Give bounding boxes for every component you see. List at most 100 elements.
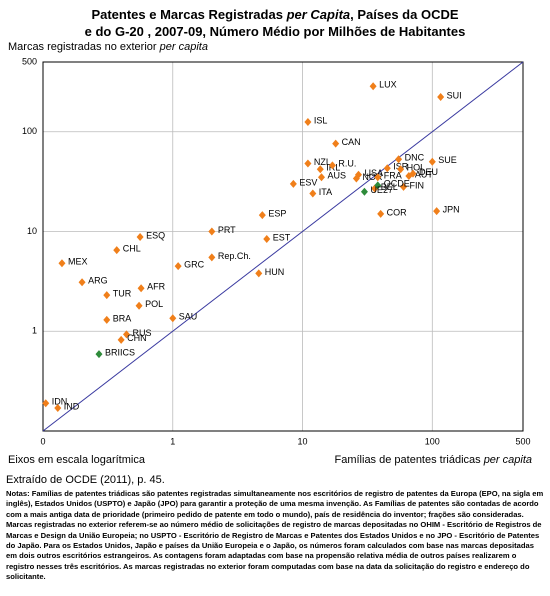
point-label: CHN <box>127 333 147 343</box>
x-tick-label: 10 <box>298 436 308 446</box>
point-label: SUI <box>447 90 462 100</box>
reference-line <box>42 61 524 432</box>
point-label: ISL <box>314 115 328 125</box>
point-label: DEU <box>419 167 438 177</box>
point <box>122 330 130 339</box>
point-label: ARG <box>88 276 108 286</box>
point <box>395 155 403 164</box>
point <box>304 159 312 168</box>
point-label: RUS <box>132 328 151 338</box>
label-text: Famílias de patentes triádicas <box>334 454 484 466</box>
point-label: IND <box>64 401 80 411</box>
point-label: EST <box>273 232 291 242</box>
y-axis-label: Marcas registradas no exterior per capit… <box>8 41 208 53</box>
point <box>433 207 441 216</box>
point-label: NOR <box>362 172 383 182</box>
chart-title: Patentes e Marcas Registradas per Capita… <box>0 6 550 40</box>
point-label: NZL <box>314 157 331 167</box>
point <box>136 233 144 242</box>
point <box>383 164 391 173</box>
point <box>42 399 50 408</box>
point <box>437 92 445 101</box>
label-text: per capita <box>483 454 532 466</box>
point-label: DNC <box>405 153 425 163</box>
point <box>169 314 177 323</box>
point <box>103 315 111 324</box>
point-label: LUX <box>379 80 397 90</box>
title-text: per Capita <box>286 7 351 22</box>
point-label: AUT <box>415 169 434 179</box>
point-label: IDN <box>52 397 68 407</box>
point-label: GRC <box>184 259 205 269</box>
point-label: TUR <box>113 289 132 299</box>
point-label: SAU <box>179 312 198 322</box>
point-label: CAN <box>342 137 361 147</box>
point <box>405 171 413 180</box>
point-label: ESQ <box>146 230 165 240</box>
point-label: ITA <box>319 187 332 197</box>
point <box>304 118 312 127</box>
point-label: ESV <box>299 177 317 187</box>
point-label: OCDE <box>384 179 410 189</box>
point-label: JPN <box>443 204 460 214</box>
point <box>263 235 271 244</box>
point-label: CHL <box>123 244 141 254</box>
title-text: Patentes e Marcas Registradas <box>91 7 287 22</box>
point-label: ESP <box>268 208 286 218</box>
point <box>135 301 143 310</box>
point <box>332 139 340 148</box>
point <box>289 179 297 188</box>
point-label: POL <box>145 299 163 309</box>
y-tick-label: 1 <box>32 326 37 336</box>
point-label: USA <box>365 168 384 178</box>
x-tick-label: 100 <box>425 436 440 446</box>
point <box>309 189 317 198</box>
point-label: HOL <box>407 163 426 173</box>
chart: 0110100500110100500LUXSUIISLCANIRLNZLR.U… <box>22 56 531 446</box>
point <box>137 284 145 293</box>
x-tick-label: 1 <box>170 436 175 446</box>
point <box>117 335 125 344</box>
point-label: BRA <box>113 313 132 323</box>
point-label: AFR <box>147 282 166 292</box>
point <box>113 246 121 255</box>
point <box>352 174 360 183</box>
title-text: , Países da OCDE <box>350 7 459 22</box>
point-label: PRT <box>218 225 236 235</box>
point-label: FIN <box>410 180 425 190</box>
point <box>397 165 405 174</box>
label-text: Marcas registradas no exterior <box>8 41 160 53</box>
point <box>400 182 408 191</box>
point <box>54 404 62 413</box>
point-label: R.U. <box>338 159 356 169</box>
point <box>317 173 325 182</box>
source: Extraído de OCDE (2011), p. 45. <box>6 474 165 486</box>
axis-note: Eixos em escala logarítmica <box>8 454 145 466</box>
plot-frame <box>42 61 524 432</box>
point <box>374 181 382 190</box>
x-tick-label: 500 <box>515 436 530 446</box>
point <box>374 173 382 182</box>
y-tick-label: 500 <box>22 56 37 66</box>
x-axis-label: Famílias de patentes triádicas per capit… <box>335 454 533 466</box>
title-text: e do G-20 , 2007-09, Número Médio por Mi… <box>84 24 466 39</box>
y-tick-label: 100 <box>22 126 37 136</box>
x-tick-label: 0 <box>40 436 45 446</box>
point <box>369 82 377 91</box>
point <box>258 211 266 220</box>
point-label: Rep.Ch. <box>218 251 251 261</box>
point <box>328 161 336 170</box>
point-label: COR <box>387 207 408 217</box>
point-label: BEL <box>381 182 398 192</box>
point <box>78 278 86 287</box>
point <box>208 253 216 262</box>
point-label: AUS <box>327 171 346 181</box>
point <box>316 165 324 174</box>
y-tick-label: 10 <box>27 226 37 236</box>
point-label: FRA <box>384 171 402 181</box>
point <box>208 227 216 236</box>
label-text: per capita <box>159 41 208 53</box>
point <box>428 157 436 166</box>
point <box>103 291 111 300</box>
point-label: HUN <box>265 267 285 277</box>
